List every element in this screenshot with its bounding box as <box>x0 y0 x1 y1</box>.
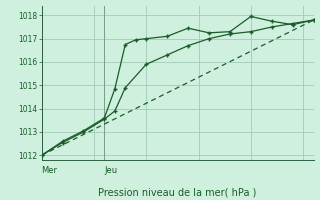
Text: Pression niveau de la mer( hPa ): Pression niveau de la mer( hPa ) <box>99 188 257 198</box>
Text: Mer: Mer <box>42 166 58 175</box>
Text: Jeu: Jeu <box>104 166 117 175</box>
